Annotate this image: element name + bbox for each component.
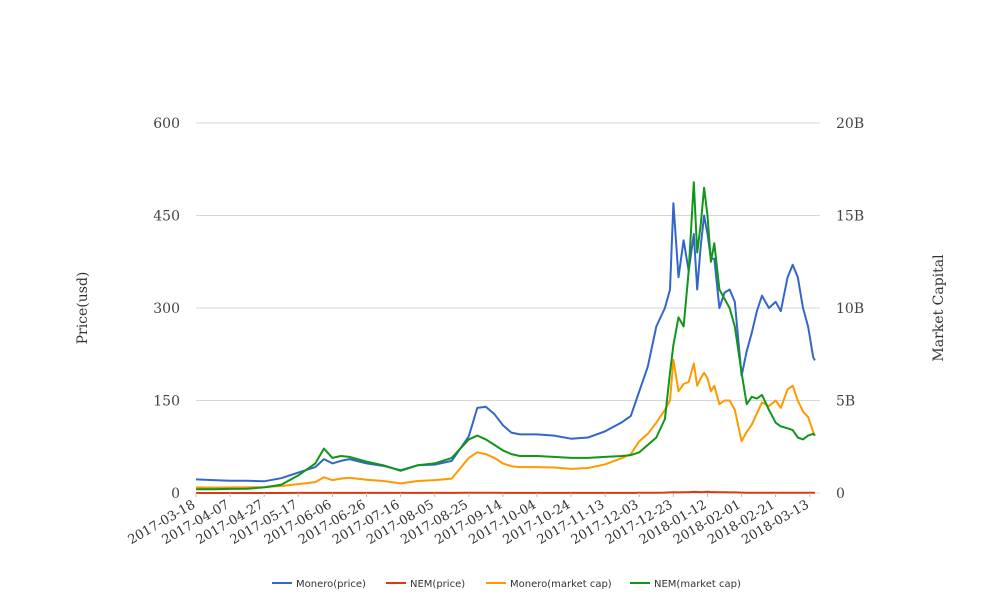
y-tick-label: 450 [153, 209, 180, 225]
y2-tick-label: 5B [836, 394, 855, 410]
y2-axis-title: Market Capital [931, 254, 947, 362]
y-axis-left: 0 150 300 450 600 [153, 116, 180, 502]
legend: Monero(price) NEM(price) Monero(market cap… [272, 579, 741, 590]
legend-label: NEM(market cap) [654, 579, 741, 590]
y-tick-label: 0 [171, 486, 180, 502]
series-line [196, 181, 816, 491]
y-tick-label: 300 [153, 301, 180, 317]
legend-item: NEM(price) [386, 579, 465, 590]
y2-tick-label: 0 [836, 486, 845, 502]
legend-label: Monero(price) [296, 579, 366, 590]
legend-item: NEM(market cap) [630, 579, 741, 590]
legend-label: NEM(price) [410, 579, 465, 590]
x-axis: 2017-03-182017-04-072017-04-272017-05-17… [126, 493, 812, 548]
y2-tick-label: 15B [836, 209, 864, 225]
series-line [195, 358, 816, 489]
grid [196, 122, 820, 494]
y2-tick-label: 10B [836, 301, 864, 317]
legend-label: Monero(market cap) [510, 579, 612, 590]
y2-tick-label: 20B [836, 116, 864, 132]
y-axis-right: 0 5B 10B 15B 20B [836, 116, 864, 502]
plot-area [195, 181, 816, 494]
series-line [195, 202, 816, 483]
y-tick-label: 150 [153, 394, 180, 410]
legend-item: Monero(market cap) [486, 579, 612, 590]
y-axis-title: Price(usd) [75, 272, 91, 345]
series-line [196, 490, 815, 494]
y-tick-label: 600 [153, 116, 180, 132]
legend-item: Monero(price) [272, 579, 366, 590]
